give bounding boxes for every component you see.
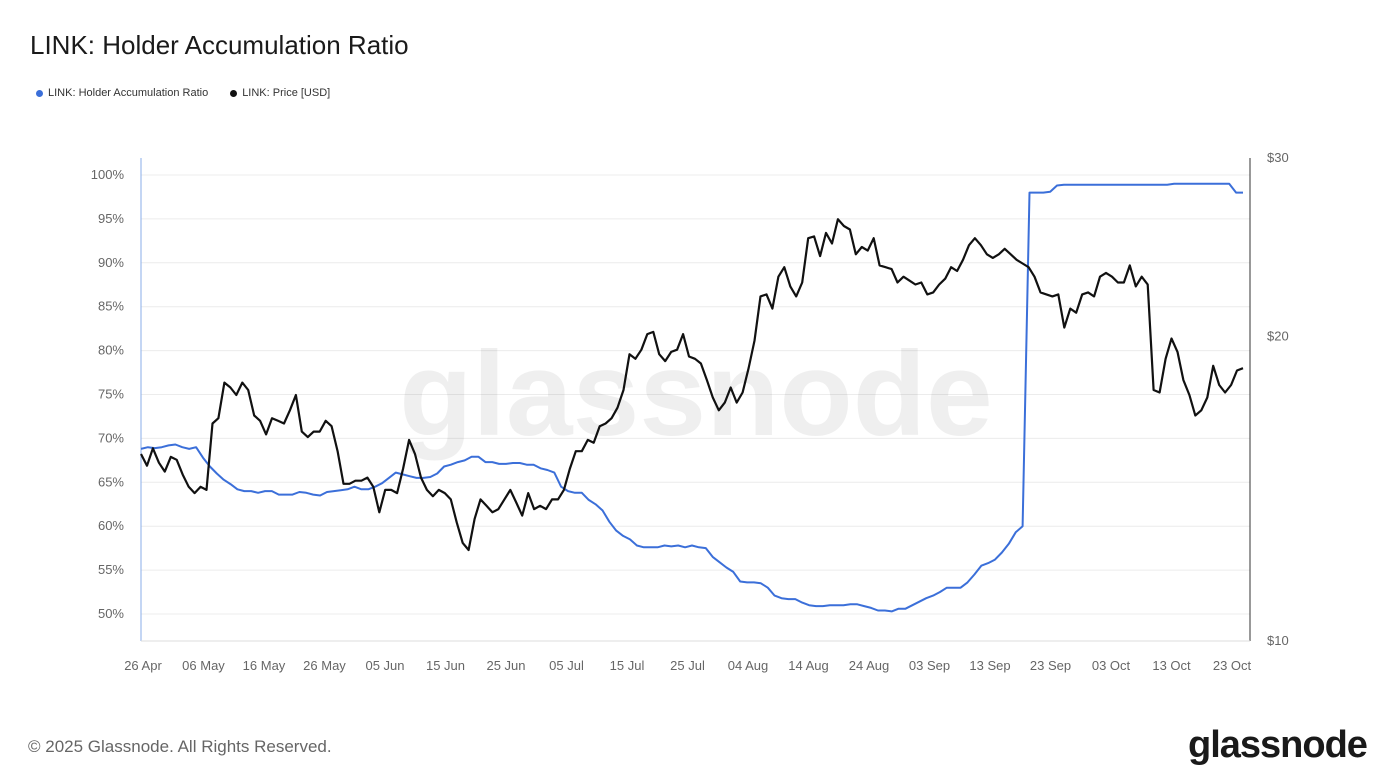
right-axis: $30 $20 $10 <box>141 150 1289 648</box>
left-tick-label: 70% <box>98 430 124 445</box>
x-tick-label: 06 May <box>182 658 225 673</box>
glassnode-logo: glassnode <box>1188 724 1368 766</box>
x-tick-label: 16 May <box>243 658 286 673</box>
left-tick-label: 65% <box>98 474 124 489</box>
left-tick-label: 100% <box>91 167 125 182</box>
x-tick-label: 26 May <box>303 658 346 673</box>
series-line-price[interactable] <box>140 218 1244 552</box>
x-tick-label: 03 Oct <box>1092 658 1131 673</box>
copyright-text: © 2025 Glassnode. All Rights Reserved. <box>28 737 332 756</box>
x-tick-label: 05 Jul <box>549 658 584 673</box>
left-tick-label: 60% <box>98 518 124 533</box>
x-tick-label: 15 Jun <box>426 658 465 673</box>
legend-label-price: LINK: Price [USD] <box>242 87 331 99</box>
x-tick-label: 05 Jun <box>365 658 404 673</box>
grid-lines <box>141 174 1250 615</box>
series-line-ratio[interactable] <box>140 182 1243 613</box>
x-tick-label: 24 Aug <box>849 658 890 673</box>
right-tick-label: $10 <box>1267 633 1289 648</box>
chart-title: LINK: Holder Accumulation Ratio <box>30 30 409 60</box>
left-tick-label: 85% <box>98 299 124 314</box>
chart-legend: LINK: Holder Accumulation Ratio LINK: Pr… <box>36 87 330 99</box>
series-group <box>140 182 1244 613</box>
left-tick-label: 75% <box>98 387 124 402</box>
right-tick-label: $20 <box>1267 328 1289 343</box>
x-tick-label: 03 Sep <box>909 658 950 673</box>
x-tick-label: 15 Jul <box>610 658 645 673</box>
left-axis: 100% 95% 90% 85% 80% 75% 70% 65% 60% 55% 50% <box>91 158 142 641</box>
left-tick-label: 80% <box>98 343 124 358</box>
watermark: glassnode <box>399 327 993 461</box>
x-tick-label: 13 Oct <box>1152 658 1191 673</box>
left-tick-label: 90% <box>98 255 124 270</box>
legend-item-price[interactable]: LINK: Price [USD] <box>230 87 330 99</box>
x-tick-label: 23 Sep <box>1030 658 1071 673</box>
x-tick-label: 25 Jul <box>670 658 705 673</box>
x-tick-label: 14 Aug <box>788 658 829 673</box>
left-tick-label: 55% <box>98 562 124 577</box>
x-tick-label: 25 Jun <box>486 658 525 673</box>
legend-dot-price <box>230 89 238 97</box>
legend-label-ratio: LINK: Holder Accumulation Ratio <box>48 87 209 99</box>
legend-item-ratio[interactable]: LINK: Holder Accumulation Ratio <box>36 87 208 99</box>
x-tick-label: 13 Sep <box>969 658 1010 673</box>
right-tick-label: $30 <box>1267 150 1289 165</box>
legend-dot-ratio <box>36 89 43 97</box>
left-tick-label: 95% <box>98 211 124 226</box>
x-tick-label: 23 Oct <box>1213 658 1252 673</box>
x-axis: 26 Apr 06 May 16 May 26 May 05 Jun 15 Jun 25 J… <box>124 658 1251 673</box>
left-tick-label: 50% <box>98 606 124 621</box>
x-tick-label: 04 Aug <box>728 658 769 673</box>
x-tick-label: 26 Apr <box>124 658 162 673</box>
